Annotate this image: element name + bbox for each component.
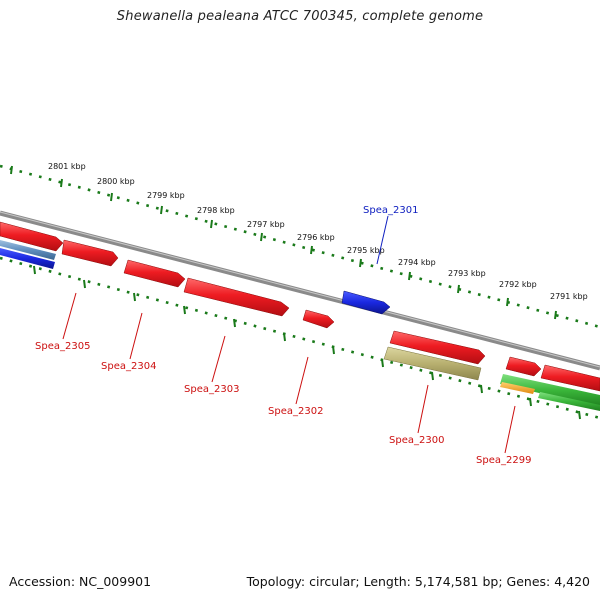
gene-label-spea-2300: Spea_2300	[389, 435, 444, 446]
feature-track-green	[500, 374, 600, 407]
gene-spea-2304[interactable]	[123, 259, 186, 288]
gene-spea-2305[interactable]	[61, 239, 119, 267]
gene-spea-2299[interactable]	[505, 356, 542, 377]
genome-backbone-highlight	[0, 211, 600, 368]
kbp-label: 2797 kbp	[247, 220, 285, 229]
gene-label-spea-2303: Spea_2303	[184, 384, 239, 395]
kbp-label: 2800 kbp	[97, 177, 135, 186]
gene-spea-2301[interactable]	[341, 290, 391, 315]
outer-major-ticks	[10, 165, 557, 320]
gene-label-spea-2302: Spea_2302	[268, 406, 323, 417]
kbp-label: 2799 kbp	[147, 191, 185, 200]
gene-label-spea-2299: Spea_2299	[476, 455, 531, 466]
gene-spea-2302[interactable]	[302, 309, 335, 329]
feature-track-blue	[0, 248, 55, 269]
kbp-label: 2795 kbp	[347, 246, 385, 255]
gene-label-spea-2301: Spea_2301	[363, 205, 418, 216]
gene-label-spea-2304: Spea_2304	[101, 361, 156, 372]
kbp-label: 2792 kbp	[499, 280, 537, 289]
gene-spea-2306[interactable]	[0, 221, 64, 252]
map-title: Shewanella pealeana ATCC 700345, complet…	[116, 9, 484, 24]
gene-spea-2298[interactable]	[540, 364, 600, 392]
label-callouts	[62, 215, 516, 454]
kbp-label: 2796 kbp	[297, 233, 335, 242]
accession-text: Accession: NC_009901	[9, 574, 152, 589]
kbp-label: 2801 kbp	[48, 162, 86, 171]
forward-genes	[0, 221, 600, 392]
inner-tick-ring	[0, 256, 600, 420]
genome-backbone	[0, 210, 600, 371]
outer-tick-ring	[0, 164, 600, 329]
gene-spea-2300[interactable]	[389, 330, 486, 365]
kbp-label: 2793 kbp	[448, 269, 486, 278]
kbp-label: 2798 kbp	[197, 206, 235, 215]
feature-track-steel	[0, 240, 56, 260]
kbp-label: 2791 kbp	[550, 292, 588, 301]
kbp-label: 2794 kbp	[398, 258, 436, 267]
inner-major-ticks	[33, 265, 581, 420]
feature-rna-tan	[383, 346, 482, 381]
topology-text: Topology: circular; Length: 5,174,581 bp…	[246, 574, 590, 589]
feature-track-green-lower	[538, 392, 600, 411]
gene-label-spea-2305: Spea_2305	[35, 341, 90, 352]
feature-track-orange	[500, 382, 535, 394]
gene-spea-2303[interactable]	[183, 277, 290, 317]
